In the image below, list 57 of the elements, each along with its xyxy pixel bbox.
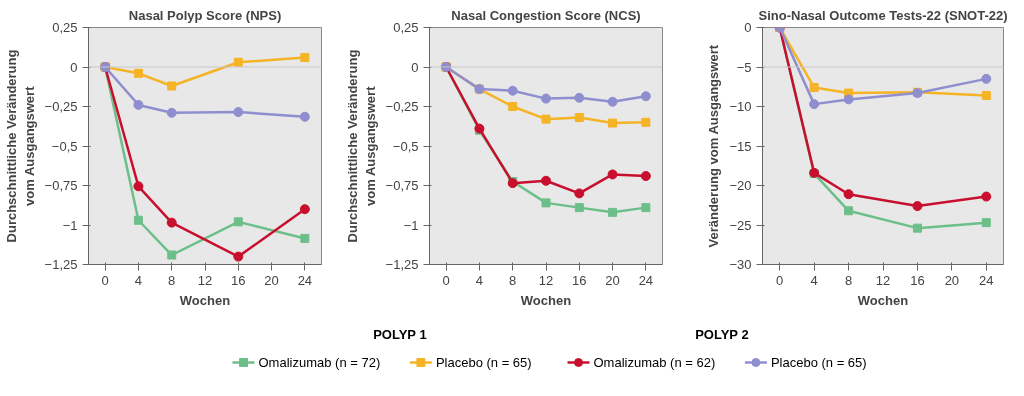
y-tick-label: −5: [736, 59, 752, 75]
y-tick-label: −30: [729, 257, 752, 272]
y-tick-label: −0,5: [51, 138, 78, 154]
x-tick-label: 16: [572, 272, 587, 288]
y-tick-label: 0,25: [52, 20, 78, 35]
x-tick-label: 0: [442, 272, 450, 288]
y-tick-label: −15: [729, 138, 752, 154]
x-tick-label: 8: [509, 272, 517, 288]
y-axis-title: Veränderung vom Ausgangswert: [706, 44, 722, 248]
y-tick-label: 0: [744, 20, 752, 35]
y-tick-label: 0: [70, 59, 78, 75]
x-tick-label: 20: [944, 272, 960, 288]
x-tick-label: 20: [264, 272, 279, 288]
legend-label: Placebo (n = 65): [770, 355, 867, 370]
y-tick-label: −0,5: [392, 138, 419, 154]
y-tick-label: −0,75: [44, 178, 78, 193]
legend-label: Omalizumab (n = 72): [258, 355, 381, 370]
x-tick-label: 24: [979, 272, 994, 288]
y-tick-label: −1: [62, 217, 78, 233]
y-tick-label: −10: [729, 99, 752, 114]
y-axis-title: Durchschnittliche Veränderung vom Ausgangswert: [344, 49, 378, 243]
x-tick-label: 4: [475, 272, 484, 288]
x-tick-label: 8: [168, 272, 176, 288]
x-axis-title: Wochen: [857, 292, 909, 308]
text: POLYP 1: [373, 327, 427, 342]
x-tick-label: 12: [875, 272, 891, 288]
x-tick-label: 0: [101, 272, 109, 288]
y-tick-label: −0,25: [385, 99, 419, 114]
x-tick-label: 8: [844, 272, 853, 288]
chart-title: Nasal Congestion Score (NCS): [451, 7, 641, 23]
y-tick-label: −1,25: [44, 257, 78, 272]
y-tick-label: −1,25: [385, 257, 419, 272]
chart-title: Sino-Nasal Outcome Tests-22 (SNOT-22): [758, 7, 1008, 23]
x-tick-label: 16: [910, 272, 925, 288]
x-axis-title: Wochen: [520, 292, 572, 308]
x-tick-label: 20: [605, 272, 620, 288]
legend-label: Omalizumab (n = 62): [593, 355, 716, 370]
x-tick-label: 0: [776, 272, 784, 288]
x-tick-label: 12: [538, 272, 554, 288]
y-tick-label: −25: [729, 217, 752, 233]
x-tick-label: 16: [231, 272, 246, 288]
x-tick-label: 24: [638, 272, 654, 288]
x-tick-label: 4: [810, 272, 818, 288]
x-tick-label: 12: [197, 272, 213, 288]
x-tick-label: 4: [134, 272, 143, 288]
y-tick-label: 0,25: [393, 20, 419, 35]
y-axis-title: Durchschnittliche Veränderung vom Ausgangswert: [3, 49, 37, 243]
text: POLYP 2: [695, 327, 749, 342]
y-tick-label: −0,75: [385, 178, 419, 193]
x-tick-label: 24: [297, 272, 313, 288]
y-tick-label: 0: [411, 59, 419, 75]
chart-title: Nasal Polyp Score (NPS): [128, 7, 282, 23]
y-tick-label: −1: [403, 217, 419, 233]
y-tick-label: −0,25: [44, 99, 78, 114]
x-axis-title: Wochen: [179, 292, 231, 308]
y-tick-label: −20: [729, 178, 752, 193]
legend-label: Placebo (n = 65): [435, 355, 532, 370]
